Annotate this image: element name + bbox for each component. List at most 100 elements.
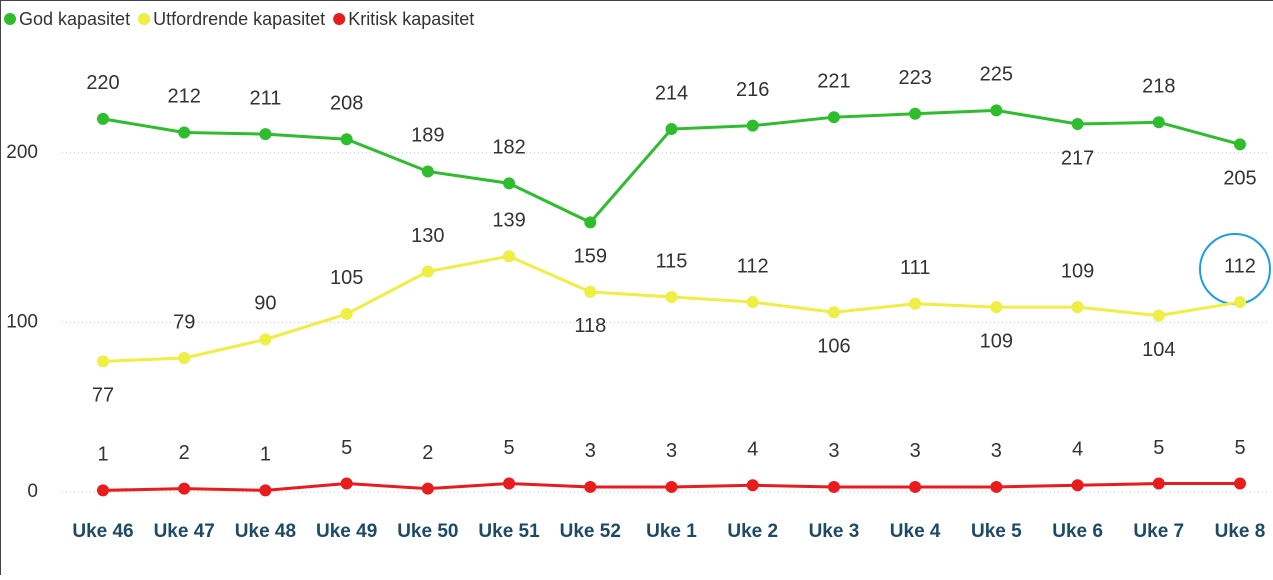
x-tick-label: Uke 51: [478, 521, 540, 542]
x-tick-label: Uke 2: [727, 521, 778, 542]
data-label: 5: [1234, 437, 1245, 459]
data-point: [178, 126, 190, 138]
data-point: [828, 306, 840, 318]
data-point: [1153, 116, 1165, 128]
x-tick-label: Uke 7: [1133, 521, 1184, 542]
data-point: [828, 481, 840, 493]
data-point: [747, 296, 759, 308]
data-point: [1234, 296, 1246, 308]
data-label: 214: [655, 82, 688, 104]
data-label: 211: [249, 87, 281, 109]
data-label: 1: [260, 444, 271, 466]
data-point: [503, 250, 515, 262]
data-point: [909, 108, 921, 120]
data-label: 77: [92, 385, 114, 407]
data-point: [666, 291, 678, 303]
data-point: [990, 301, 1002, 313]
data-label: 4: [1072, 439, 1083, 461]
data-label: 90: [254, 293, 276, 315]
x-tick-label: Uke 5: [971, 521, 1022, 542]
x-tick-label: Uke 48: [235, 521, 296, 542]
legend-label: God kapasitet: [19, 9, 130, 29]
data-point: [1234, 138, 1246, 150]
data-point: [909, 298, 921, 310]
data-point: [97, 355, 109, 367]
data-point: [341, 478, 353, 490]
x-tick-label: Uke 49: [316, 521, 377, 542]
data-label: 221: [817, 70, 850, 92]
data-point: [747, 120, 759, 132]
data-label: 220: [86, 72, 119, 94]
legend-marker: [4, 13, 16, 25]
data-label: 3: [910, 440, 921, 462]
data-label: 130: [411, 225, 444, 247]
legend-label: Kritisk kapasitet: [348, 9, 474, 29]
data-point: [990, 104, 1002, 116]
data-label: 205: [1223, 168, 1256, 190]
data-label: 4: [747, 439, 758, 461]
data-label: 216: [736, 79, 769, 101]
data-point: [178, 483, 190, 495]
data-label: 5: [504, 437, 515, 459]
data-label: 109: [980, 330, 1013, 352]
x-tick-label: Uke 52: [560, 521, 621, 542]
data-label: 111: [900, 257, 930, 279]
data-point: [990, 481, 1002, 493]
data-label: 5: [341, 437, 352, 459]
x-tick-label: Uke 46: [72, 521, 133, 542]
data-point: [503, 177, 515, 189]
data-label: 3: [828, 440, 839, 462]
data-label: 139: [492, 210, 525, 232]
x-tick-label: Uke 47: [154, 521, 215, 542]
y-tick-label: 100: [6, 311, 38, 332]
data-label: 189: [411, 125, 444, 147]
y-tick-label: 0: [27, 481, 38, 502]
data-label: 3: [666, 440, 677, 462]
data-label: 106: [817, 336, 850, 358]
data-point: [909, 481, 921, 493]
data-label: 2: [179, 442, 190, 464]
data-label: 182: [492, 137, 525, 159]
data-label: 104: [1142, 339, 1175, 361]
data-point: [828, 111, 840, 123]
data-point: [1072, 301, 1084, 313]
legend-marker: [333, 13, 345, 25]
data-point: [666, 123, 678, 135]
data-point: [1153, 478, 1165, 490]
data-label: 212: [168, 86, 201, 108]
data-point: [341, 308, 353, 320]
data-point: [259, 333, 271, 345]
data-point: [584, 216, 596, 228]
data-label: 109: [1061, 260, 1094, 282]
data-point: [666, 481, 678, 493]
x-tick-label: Uke 4: [890, 521, 941, 542]
data-point: [503, 478, 515, 490]
data-point: [341, 133, 353, 145]
data-point: [1072, 118, 1084, 130]
x-tick-label: Uke 6: [1052, 521, 1103, 542]
data-label: 112: [1224, 255, 1256, 277]
data-label: 159: [574, 246, 607, 268]
data-label: 105: [330, 267, 363, 289]
data-point: [97, 113, 109, 125]
data-label: 3: [991, 440, 1002, 462]
data-label: 112: [737, 255, 769, 277]
data-point: [584, 481, 596, 493]
data-point: [422, 165, 434, 177]
data-point: [97, 484, 109, 496]
data-point: [422, 266, 434, 278]
data-point: [178, 352, 190, 364]
data-label: 217: [1061, 147, 1094, 169]
data-label: 5: [1153, 437, 1164, 459]
data-label: 208: [330, 93, 363, 115]
data-point: [747, 479, 759, 491]
y-tick-label: 200: [6, 142, 38, 163]
data-label: 218: [1142, 76, 1175, 98]
data-point: [1072, 479, 1084, 491]
data-point: [584, 286, 596, 298]
data-point: [422, 483, 434, 495]
data-point: [259, 484, 271, 496]
data-label: 79: [173, 311, 195, 333]
